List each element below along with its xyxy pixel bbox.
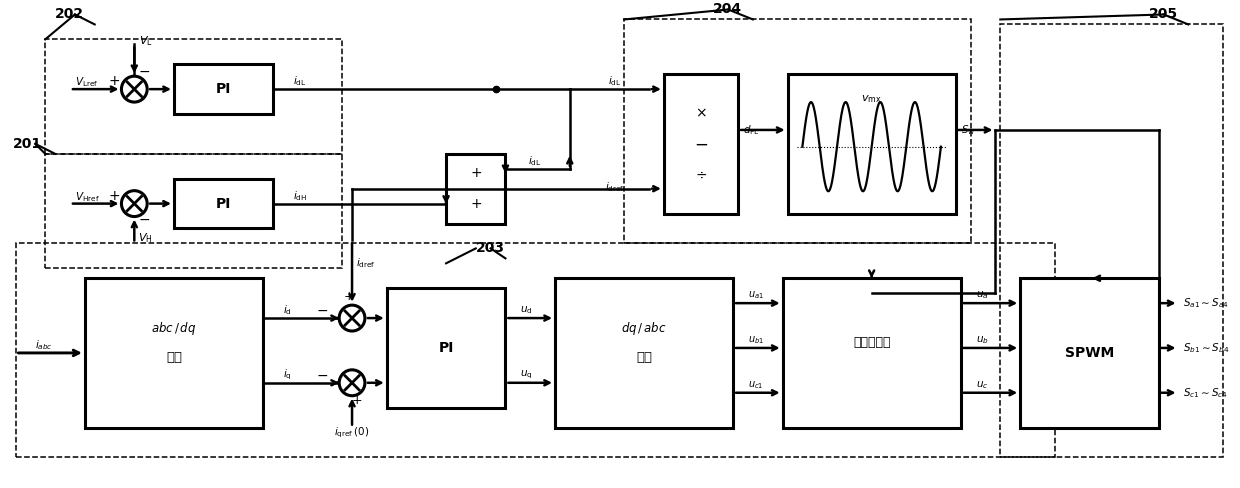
Text: $+$: $+$ (351, 394, 362, 407)
Text: $S_{a1}\sim S_{a4}$: $S_{a1}\sim S_{a4}$ (1183, 296, 1229, 310)
Text: 变换: 变换 (166, 351, 182, 365)
Text: $V_{\rm Lref}$: $V_{\rm Lref}$ (74, 75, 98, 89)
Text: $i_{\rm qref}\,(0)$: $i_{\rm qref}\,(0)$ (335, 426, 370, 440)
Text: PI: PI (439, 341, 454, 355)
Text: 变换: 变换 (636, 351, 652, 365)
Text: $v_{\rm mx}$: $v_{\rm mx}$ (862, 93, 882, 105)
Text: PI: PI (216, 197, 231, 211)
Bar (663, 74, 738, 214)
Text: $-$: $-$ (139, 64, 150, 78)
Text: $i_{\rm d}$: $i_{\rm d}$ (283, 303, 291, 317)
Text: $+$: $+$ (470, 197, 482, 211)
Text: $i_{\rm dL}$: $i_{\rm dL}$ (528, 154, 542, 168)
Text: $u_{c1}$: $u_{c1}$ (748, 379, 764, 391)
Bar (556, 278, 733, 427)
Text: 调制波修正: 调制波修正 (853, 336, 890, 349)
Text: $u_c$: $u_c$ (976, 379, 988, 391)
Text: $u_{\rm q}$: $u_{\rm q}$ (521, 368, 533, 381)
Text: $+$: $+$ (343, 290, 355, 303)
Bar (782, 278, 961, 427)
Text: $+$: $+$ (108, 189, 120, 203)
Text: $i_{\rm dref}$: $i_{\rm dref}$ (356, 256, 376, 270)
Bar (174, 179, 273, 228)
Text: $V_{\rm L}$: $V_{\rm L}$ (139, 35, 153, 48)
Text: $i_{\rm dL}$: $i_{\rm dL}$ (293, 74, 306, 88)
Text: 204: 204 (713, 2, 743, 17)
Text: SPWM: SPWM (1065, 346, 1114, 360)
Bar (624, 20, 971, 244)
Text: 201: 201 (12, 137, 42, 151)
Text: $\times$: $\times$ (696, 106, 707, 120)
Text: $V_{\rm H}$: $V_{\rm H}$ (139, 231, 153, 245)
Text: $u_{b1}$: $u_{b1}$ (748, 334, 764, 346)
Bar (84, 278, 263, 427)
Text: $u_b$: $u_b$ (976, 334, 988, 346)
Text: $dq\,/\,abc$: $dq\,/\,abc$ (621, 320, 667, 337)
Text: $u_{\rm d}$: $u_{\rm d}$ (521, 304, 533, 316)
Bar (45, 40, 342, 154)
Text: $S_{\rm w}$: $S_{\rm w}$ (961, 123, 975, 137)
Circle shape (340, 305, 365, 331)
Bar (1021, 278, 1158, 427)
Text: $-$: $-$ (694, 135, 708, 153)
Text: 202: 202 (55, 7, 84, 21)
Text: $+$: $+$ (470, 166, 482, 181)
Circle shape (122, 76, 148, 102)
Bar (787, 74, 956, 214)
Text: $i_{\rm q}$: $i_{\rm q}$ (283, 367, 291, 382)
Text: $u_a$: $u_a$ (976, 289, 988, 301)
Text: $-$: $-$ (316, 368, 329, 382)
Bar (174, 64, 273, 114)
Text: 205: 205 (1148, 7, 1178, 21)
Text: $-$: $-$ (316, 303, 329, 317)
Text: $V_{\rm Href}$: $V_{\rm Href}$ (74, 190, 99, 203)
Text: $S_{c1}\sim S_{c4}$: $S_{c1}\sim S_{c4}$ (1183, 386, 1229, 400)
Text: $i_{abc}$: $i_{abc}$ (35, 338, 53, 352)
Text: $i_{\rm dH}$: $i_{\rm dH}$ (293, 189, 308, 203)
Text: 203: 203 (476, 242, 505, 255)
Text: $i_{\rm dref}$: $i_{\rm dref}$ (605, 180, 624, 194)
Text: $-$: $-$ (139, 211, 150, 225)
Text: $+$: $+$ (108, 74, 120, 88)
Text: $i_{\rm dL}$: $i_{\rm dL}$ (608, 74, 621, 88)
Circle shape (340, 370, 365, 396)
Bar (446, 154, 506, 224)
Text: $d_{\rm PL}$: $d_{\rm PL}$ (743, 123, 760, 137)
Bar (45, 154, 342, 268)
Bar (1001, 24, 1223, 457)
Text: $S_{b1}\sim S_{b4}$: $S_{b1}\sim S_{b4}$ (1183, 341, 1230, 355)
Circle shape (122, 191, 148, 217)
Bar (387, 288, 506, 407)
Text: $abc\,/\,dq$: $abc\,/\,dq$ (151, 320, 197, 337)
Text: $\div$: $\div$ (694, 167, 707, 182)
Bar (16, 244, 1055, 457)
Text: $u_{a1}$: $u_{a1}$ (748, 289, 764, 301)
Text: PI: PI (216, 82, 231, 96)
